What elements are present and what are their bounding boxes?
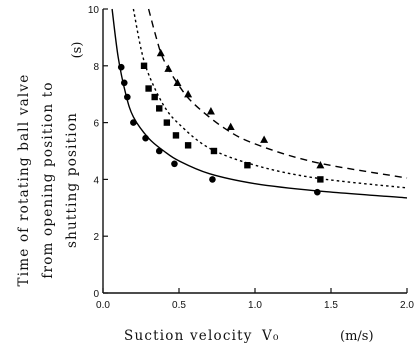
series-2-square-point xyxy=(163,119,171,126)
series-2-square-point xyxy=(151,93,158,101)
y-tick-label: 10 xyxy=(88,5,100,16)
y-tick-label: 6 xyxy=(93,119,99,130)
y-tick-label: 4 xyxy=(93,175,99,186)
series-3-triangle-point xyxy=(260,135,269,143)
series-1-circle-point xyxy=(209,176,216,183)
series-3-triangle-point xyxy=(206,107,215,115)
series-1-circle-point xyxy=(130,119,137,126)
x-axis-symbol: V₀ xyxy=(261,328,280,344)
series-2-square-point xyxy=(156,105,163,112)
series-1-line xyxy=(111,8,408,199)
series-3-triangle-point xyxy=(173,78,182,87)
series-2-square-point xyxy=(210,147,218,155)
series-3-triangle-point xyxy=(226,122,235,131)
y-axis-unit: (s) xyxy=(70,42,85,59)
x-tick-label: 2.0 xyxy=(400,300,414,311)
series-1-circle-point xyxy=(120,79,128,87)
series-3-triangle-point xyxy=(156,48,165,57)
x-tick-label: 0.5 xyxy=(172,300,186,311)
series-1-circle-point xyxy=(124,93,131,101)
x-tick-label: 1.5 xyxy=(324,300,338,311)
chart-ticks: 0.0 0.5 1.0 1.5 2.0 0 2 4 6 8 10 xyxy=(88,5,415,311)
y-axis-label-line-1: Time of rotating ball valve xyxy=(16,74,32,287)
x-tick-label: 1.0 xyxy=(248,300,262,311)
series-2-square-point xyxy=(244,162,251,169)
series-2-line xyxy=(132,8,408,189)
series-2-square-point xyxy=(184,142,192,149)
series-2-square-point xyxy=(145,85,152,92)
series-1-circle-point xyxy=(171,160,178,168)
series-1-circle-point xyxy=(142,134,149,142)
series-1-circle-point xyxy=(155,147,163,155)
x-axis-unit: (m/s) xyxy=(340,329,374,344)
x-axis-label: Suction velocity xyxy=(124,328,253,344)
y-tick-label: 0 xyxy=(93,289,99,300)
series-2-square-point xyxy=(140,62,148,69)
y-axis-label-line-3: shutting position xyxy=(64,112,80,248)
chart-axes xyxy=(102,9,407,294)
y-axis-label-line-2: from opening position to xyxy=(40,81,56,278)
series-3-triangle-point xyxy=(184,90,193,98)
series-3-triangle-point xyxy=(316,161,325,169)
series-3-triangle-point xyxy=(164,64,173,72)
x-tick-label: 0.0 xyxy=(96,300,110,311)
series-1-circle-point xyxy=(117,63,125,71)
series-2-square-point xyxy=(172,132,180,139)
chart-markers xyxy=(117,48,325,196)
series-3-line xyxy=(147,8,408,179)
y-tick-label: 2 xyxy=(93,232,99,243)
chart-curves xyxy=(111,8,408,199)
y-tick-label: 8 xyxy=(93,62,99,73)
series-2-square-point xyxy=(317,176,324,183)
series-1-circle-point xyxy=(314,188,321,196)
